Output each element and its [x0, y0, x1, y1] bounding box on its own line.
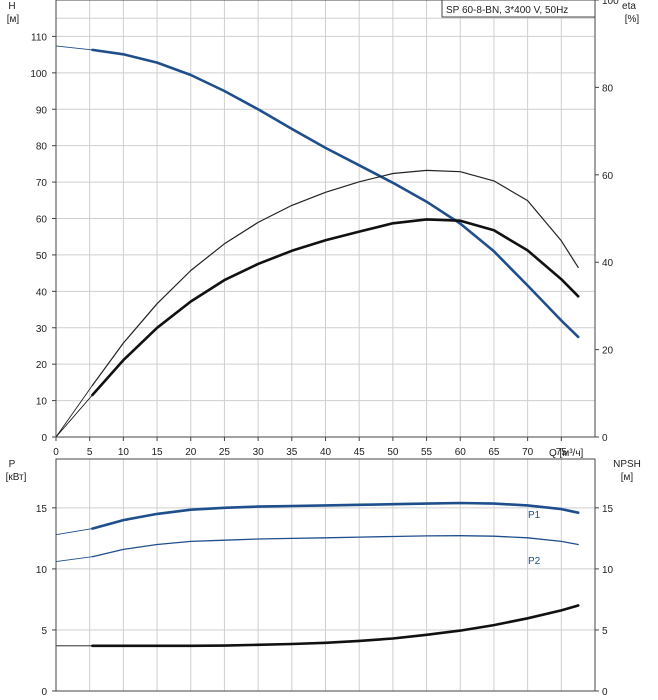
p1-curve-extension: [55, 528, 93, 536]
y2-tick-label: 20: [602, 346, 614, 357]
y2-axis-ticks-eta: 0 20 40 60 80 100: [595, 0, 619, 444]
head-panel-curves: [55, 45, 580, 438]
chart-title-frame: [441, 0, 596, 18]
y2-tick-label: 60: [602, 171, 614, 182]
x-tick-label: 35: [286, 447, 298, 458]
x-tick-label: 60: [455, 447, 467, 458]
series-label-p2: P2: [528, 556, 541, 567]
y2-axis-label-npsh: NPSH: [613, 459, 641, 470]
y-tick-label: 80: [36, 142, 48, 153]
power-panel-grid: [55, 459, 595, 692]
power-panel-frame: [55, 458, 596, 692]
head-curve-extension: [55, 45, 93, 51]
y-axis-unit-head: [м]: [7, 14, 20, 25]
y-axis-label-head: H: [8, 1, 15, 12]
y2-tick-label: 5: [602, 626, 608, 637]
pump-efficiency-curve-extension: [55, 394, 93, 438]
x-tick-label: 50: [387, 447, 399, 458]
chart-title: SP 60-8-BN, 3*400 V, 50Hz: [446, 5, 568, 16]
y2-axis-unit-npsh: [м]: [621, 472, 634, 483]
p2-curve: [91, 535, 579, 558]
head-panel-grid: [55, 0, 595, 438]
y2-tick-label: 10: [602, 565, 614, 576]
y-tick-label: 60: [36, 215, 48, 226]
y2-axis-label-eta: eta: [622, 1, 636, 12]
p2-curve-extension: [55, 556, 93, 563]
y-tick-label: 15: [36, 504, 48, 515]
x-tick-label: 45: [354, 447, 366, 458]
y-axis-ticks-head: 0 10 20 30 40 50 60 70 80 90 100 110: [30, 32, 56, 444]
y-tick-label: 0: [41, 433, 47, 444]
y-tick-label: 5: [41, 626, 47, 637]
chart-title-box: SP 60-8-BN, 3*400 V, 50Hz: [441, 0, 596, 18]
y2-tick-label: 100: [602, 0, 619, 7]
y2-tick-label: 40: [602, 258, 614, 269]
y-tick-label: 10: [36, 397, 48, 408]
x-tick-label: 55: [421, 447, 433, 458]
pump-efficiency-curve: [91, 218, 580, 397]
power-panel: P [кВт] NPSH [м] 0 5 10 15 0 5 10 15 P1 P2: [6, 458, 641, 698]
efficiency-curve: [91, 169, 579, 386]
y2-tick-label: 0: [602, 687, 608, 698]
y-tick-label: 0: [41, 687, 47, 698]
y-axis-label-power: P: [9, 459, 16, 470]
y2-tick-label: 0: [602, 433, 608, 444]
power-panel-curves: [55, 501, 580, 648]
y-axis-ticks-power: 0 5 10 15: [36, 504, 56, 698]
x-tick-label: 65: [488, 447, 500, 458]
y-tick-label: 110: [31, 32, 47, 43]
y-tick-label: 70: [36, 178, 48, 189]
x-tick-label: 25: [219, 447, 231, 458]
y-tick-label: 40: [36, 287, 48, 298]
y-tick-label: 100: [30, 69, 47, 80]
series-label-p1: P1: [528, 510, 541, 521]
y-tick-label: 50: [36, 251, 48, 262]
x-tick-label: 15: [152, 447, 164, 458]
npsh-curve: [91, 604, 580, 648]
x-tick-label: 10: [118, 447, 130, 458]
y2-tick-label: 15: [602, 504, 614, 515]
y-tick-label: 20: [36, 360, 48, 371]
x-tick-label: 0: [53, 447, 59, 458]
y-tick-label: 90: [36, 105, 48, 116]
x-tick-label: 5: [87, 447, 93, 458]
x-axis-ticks: 0 5 10 15 20 25 30 35 40 45 50 55 60 65 70 75: [53, 437, 567, 458]
x-axis-label: Q [м³/ч]: [549, 448, 584, 459]
x-tick-label: 30: [253, 447, 265, 458]
x-tick-label: 75: [556, 447, 568, 458]
y2-tick-label: 80: [602, 83, 614, 94]
y-axis-unit-power: [кВт]: [6, 472, 27, 483]
x-tick-label: 40: [320, 447, 332, 458]
y-tick-label: 30: [36, 324, 48, 335]
head-panel: SP 60-8-BN, 3*400 V, 50Hz H [м] eta [%] …: [7, 0, 640, 459]
x-tick-label: 70: [522, 447, 534, 458]
p1-curve: [91, 501, 580, 530]
y-tick-label: 10: [36, 565, 48, 576]
efficiency-curve-extension: [55, 384, 93, 438]
y2-axis-unit-eta: [%]: [625, 14, 640, 25]
head-curve: [91, 48, 580, 339]
x-tick-label: 20: [185, 447, 197, 458]
y2-axis-ticks-npsh: 0 5 10 15: [595, 504, 614, 698]
